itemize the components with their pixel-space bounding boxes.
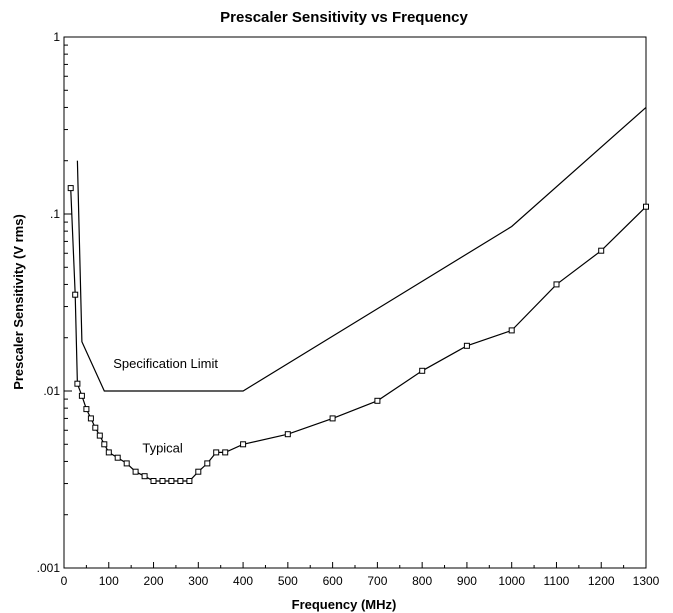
x-axis-ticks: 0 100 200 300 400 500 600 700 800 900 1000 1100 1200… <box>61 562 660 588</box>
data-point <box>87 415 94 422</box>
data-point <box>329 415 336 422</box>
y-axis-ticks: .001 .01 .1 1 <box>37 30 72 575</box>
y-axis-label: Prescaler Sensitivity (V rms) <box>11 214 26 390</box>
x-tick-label: 1300 <box>633 574 660 588</box>
y-tick-label: .01 <box>43 384 60 398</box>
data-point <box>284 431 291 438</box>
x-tick-label: 200 <box>144 574 164 588</box>
x-tick-label: 800 <box>412 574 432 588</box>
data-point <box>72 291 79 298</box>
data-point <box>114 454 121 461</box>
series-layer <box>67 106 649 484</box>
x-tick-label: 700 <box>367 574 387 588</box>
x-axis-label: Frequency (MHz) <box>292 597 397 612</box>
data-point <box>132 468 139 475</box>
x-tick-label: 400 <box>233 574 253 588</box>
annotation-label: Specification Limit <box>113 356 218 371</box>
data-point <box>374 397 381 404</box>
y-tick-label: .001 <box>37 561 61 575</box>
annotations: Specification Limit Typical <box>113 356 218 455</box>
x-tick-label: 600 <box>323 574 343 588</box>
x-tick-label: 1100 <box>544 574 570 588</box>
data-point <box>141 473 148 480</box>
data-point <box>186 478 193 484</box>
data-point <box>101 441 108 448</box>
chart-title: Prescaler Sensitivity vs Frequency <box>220 9 468 26</box>
data-point <box>105 449 112 456</box>
data-point <box>598 247 605 254</box>
x-tick-label: 1200 <box>588 574 615 588</box>
data-point <box>92 424 99 431</box>
data-point <box>508 327 515 334</box>
x-tick-label: 300 <box>188 574 208 588</box>
data-point <box>195 468 202 475</box>
data-point <box>168 478 175 484</box>
data-point <box>177 478 184 484</box>
data-point <box>643 203 649 210</box>
x-tick-label: 1000 <box>498 574 525 588</box>
x-tick-label: 0 <box>61 574 68 588</box>
x-tick-label: 100 <box>99 574 119 588</box>
data-point <box>96 432 103 439</box>
data-point <box>159 478 166 484</box>
data-point <box>553 281 560 288</box>
series-line-1 <box>70 188 647 482</box>
plot-area <box>63 36 647 569</box>
annotation-label: Typical <box>142 440 183 455</box>
data-point <box>463 342 470 349</box>
data-point <box>78 392 85 399</box>
data-point <box>150 478 157 484</box>
data-point <box>123 460 130 467</box>
data-point <box>74 380 81 387</box>
x-tick-label: 900 <box>457 574 477 588</box>
data-point <box>67 185 74 192</box>
data-point <box>222 449 229 456</box>
y-tick-label: .1 <box>50 207 60 221</box>
data-point <box>204 460 211 467</box>
data-point <box>240 441 247 448</box>
y-tick-label: 1 <box>53 30 60 44</box>
series-line-0 <box>76 106 647 392</box>
data-point <box>213 449 220 456</box>
data-point <box>419 367 426 374</box>
x-tick-label: 500 <box>278 574 298 588</box>
data-point <box>83 406 90 413</box>
